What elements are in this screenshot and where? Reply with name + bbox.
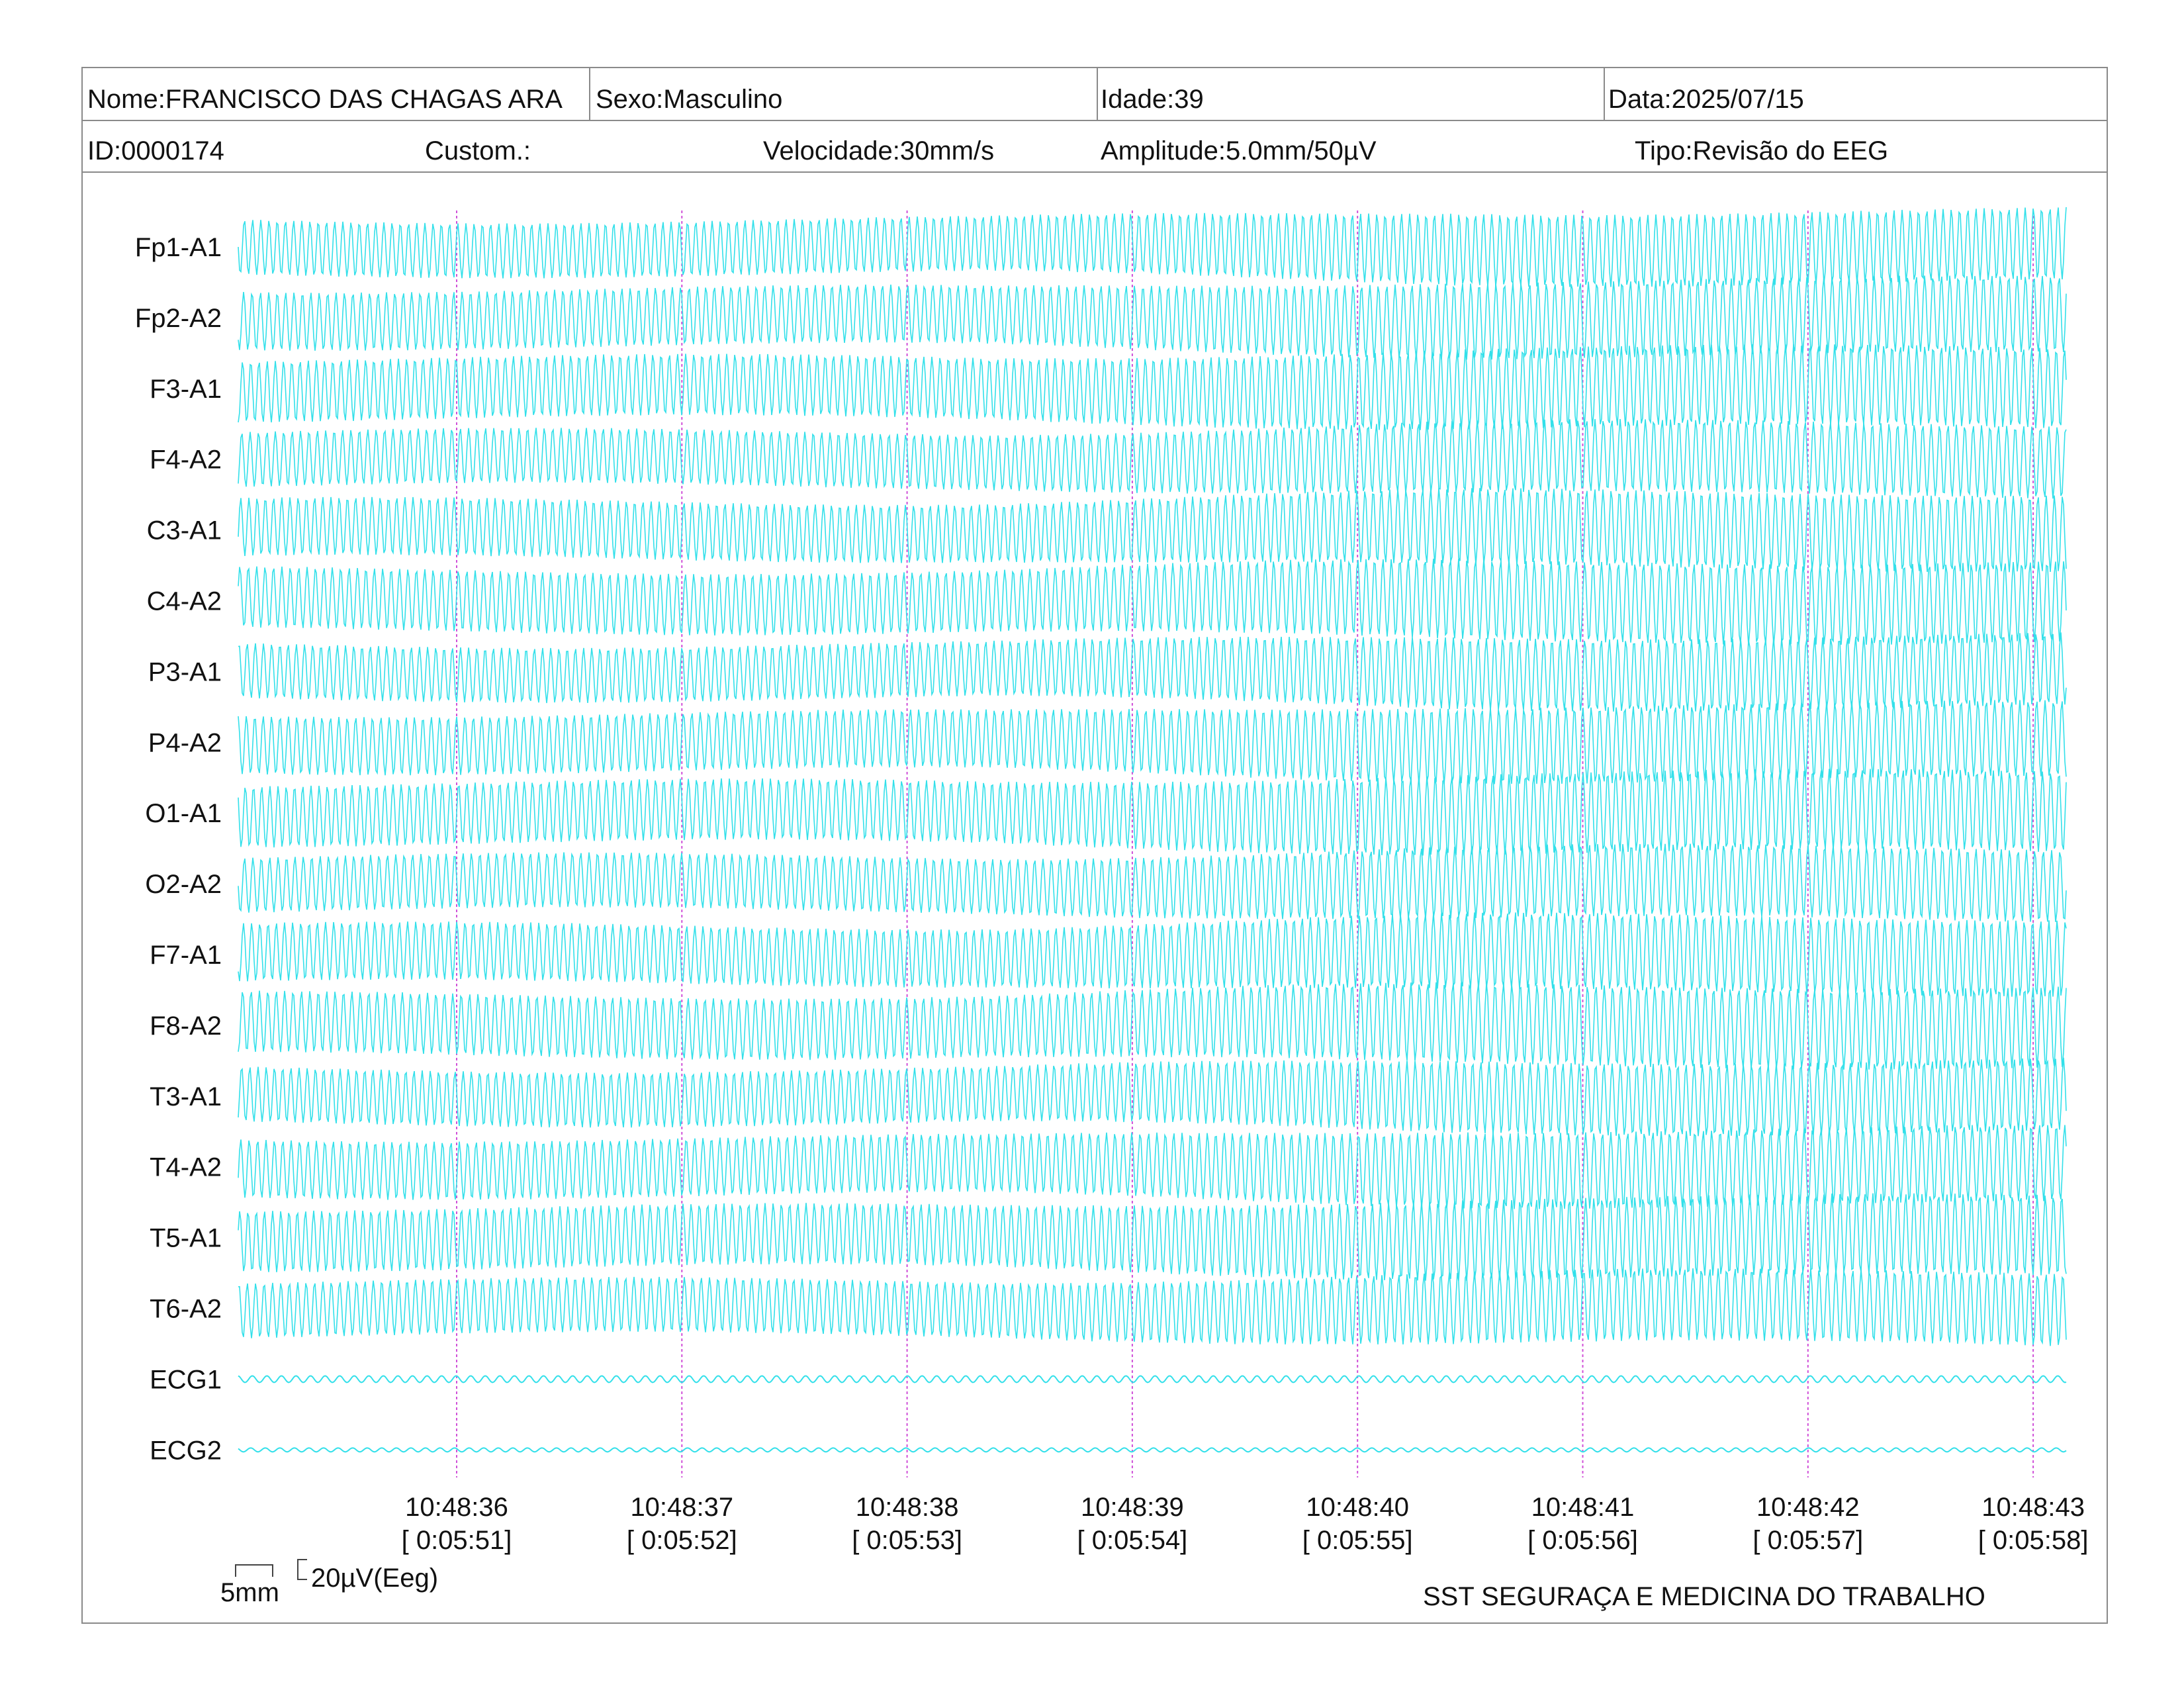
channel-label: P3-A1 — [148, 657, 222, 686]
channel-label: Fp2-A2 — [135, 304, 222, 333]
channel-label: F4-A2 — [150, 445, 222, 475]
patient-sex-value: Masculino — [663, 85, 783, 114]
eeg-trace — [238, 632, 2067, 712]
header-cell-divider — [589, 67, 590, 120]
channel-label: O2-A2 — [145, 870, 222, 899]
time-clock-label: 10:48:40 — [1306, 1493, 1409, 1522]
channel-label: T5-A1 — [150, 1224, 222, 1253]
time-elapsed-label: [ 0:05:51] — [402, 1526, 512, 1555]
time-elapsed-label: [ 0:05:57] — [1752, 1526, 1863, 1555]
time-elapsed-label: [ 0:05:55] — [1302, 1526, 1413, 1555]
patient-sex-label: Sexo: — [596, 85, 664, 114]
amplitude-scale-label: 20µV(Eeg) — [311, 1564, 439, 1593]
time-elapsed-label: [ 0:05:58] — [1978, 1526, 2089, 1555]
channel-label: ECG2 — [150, 1436, 222, 1465]
speed-value: 30mm/s — [899, 136, 995, 165]
channel-label: T3-A1 — [150, 1082, 222, 1111]
eeg-trace — [238, 488, 2067, 573]
channel-label: P4-A2 — [148, 728, 222, 757]
time-elapsed-label: [ 0:05:54] — [1077, 1526, 1188, 1555]
time-clock-label: 10:48:39 — [1081, 1493, 1184, 1522]
speed-label: Velocidade: — [763, 136, 900, 165]
channel-label: F3-A1 — [150, 375, 222, 404]
eeg-traces — [238, 207, 2067, 1453]
eeg-trace — [238, 558, 2067, 645]
eeg-trace — [238, 1268, 2067, 1346]
eeg-trace — [238, 912, 2067, 997]
patient-age-field: Idade:39 — [1101, 86, 1204, 113]
eeg-trace — [238, 1125, 2067, 1209]
channel-label: C3-A1 — [147, 516, 222, 545]
scale-bar — [235, 1559, 307, 1580]
eeg-trace — [238, 982, 2067, 1070]
time-scale-bracket — [235, 1564, 273, 1577]
eeg-trace — [238, 275, 2067, 360]
time-elapsed-label: [ 0:05:52] — [627, 1526, 737, 1555]
ecg-trace — [238, 1375, 2067, 1383]
amplitude-scale-bracket — [297, 1559, 307, 1580]
patient-id-value: 0000174 — [121, 136, 224, 165]
patient-sex-field: Sexo:Masculino — [596, 86, 782, 113]
channel-labels: Fp1-A1 Fp2-A2 F3-A1 F4-A2 C3-A1 C4-A2 P3-A1 P4-… — [135, 233, 222, 1465]
eeg-trace — [238, 207, 2067, 287]
channel-label: ECG1 — [150, 1365, 222, 1394]
time-scale-label: 5mm — [220, 1578, 279, 1607]
header-bottom-border — [81, 171, 2108, 173]
time-labels: 10:48:36 [ 0:05:51] 10:48:37 [ 0:05:52] 10:4… — [402, 1493, 2089, 1555]
time-clock-label: 10:48:43 — [1981, 1493, 2085, 1522]
channel-label: T6-A2 — [150, 1295, 222, 1324]
patient-id-label: ID: — [87, 136, 122, 165]
channel-label: F8-A2 — [150, 1011, 222, 1041]
channel-label: T4-A2 — [150, 1153, 222, 1182]
eeg-trace — [238, 1057, 2067, 1137]
type-field: Tipo:Revisão do EEG — [1635, 138, 1888, 164]
time-clock-label: 10:48:38 — [856, 1493, 959, 1522]
patient-id-field: ID:0000174 — [87, 138, 224, 164]
eeg-trace — [238, 419, 2067, 499]
custom-label: Custom.: — [425, 136, 531, 165]
header-divider — [81, 120, 2108, 121]
time-elapsed-label: [ 0:05:53] — [852, 1526, 962, 1555]
amplitude-value: 5.0mm/50µV — [1225, 136, 1377, 165]
type-value: Revisão do EEG — [1692, 136, 1889, 165]
patient-name-label: Nome: — [87, 85, 165, 114]
time-elapsed-label: [ 0:05:56] — [1527, 1526, 1638, 1555]
organization-name: SST SEGURAÇA E MEDICINA DO TRABALHO — [1423, 1582, 1985, 1611]
eeg-trace — [238, 1193, 2067, 1281]
eeg-trace — [238, 769, 2067, 856]
time-clock-label: 10:48:42 — [1756, 1493, 1860, 1522]
amplitude-field: Amplitude:5.0mm/50µV — [1101, 138, 1377, 164]
report-frame — [81, 67, 2108, 1624]
channel-label: C4-A2 — [147, 587, 222, 616]
header-cell-divider — [1604, 67, 1605, 120]
type-label: Tipo: — [1635, 136, 1693, 165]
patient-age-value: 39 — [1174, 85, 1204, 114]
patient-age-label: Idade: — [1101, 85, 1175, 114]
eeg-trace — [238, 700, 2067, 784]
amplitude-label: Amplitude: — [1101, 136, 1226, 165]
exam-date-label: Data: — [1608, 85, 1672, 114]
exam-date-field: Data:2025/07/15 — [1608, 86, 1804, 113]
speed-field: Velocidade:30mm/s — [763, 138, 994, 164]
patient-name-value: FRANCISCO DAS CHAGAS ARA — [165, 85, 563, 114]
eeg-trace — [238, 344, 2067, 430]
time-clock-label: 10:48:36 — [405, 1493, 508, 1522]
header-cell-divider — [1097, 67, 1098, 120]
channel-label: O1-A1 — [145, 799, 222, 828]
eeg-trace — [238, 843, 2067, 922]
time-clock-label: 10:48:37 — [630, 1493, 733, 1522]
channel-label: Fp1-A1 — [135, 233, 222, 262]
patient-name-field: Nome:FRANCISCO DAS CHAGAS ARA — [87, 86, 563, 113]
ecg-trace — [238, 1447, 2067, 1453]
time-clock-label: 10:48:41 — [1531, 1493, 1635, 1522]
exam-date-value: 2025/07/15 — [1671, 85, 1804, 114]
custom-field: Custom.: — [425, 138, 531, 164]
channel-label: F7-A1 — [150, 941, 222, 970]
